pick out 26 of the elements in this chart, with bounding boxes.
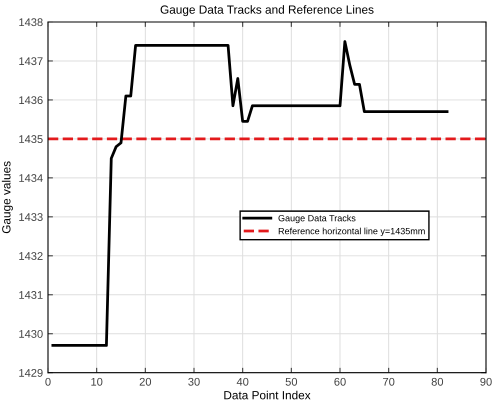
y-tick-label: 1432 (19, 252, 43, 260)
x-tick-label: 40 (236, 378, 248, 386)
chart-title: Gauge Data Tracks and Reference Lines (160, 5, 374, 16)
y-axis-title: Gauge values (2, 161, 13, 234)
legend-label: Reference horizontal line y=1435mm (278, 228, 425, 236)
legend-label: Gauge Data Tracks (278, 214, 356, 224)
x-tick-label: 80 (432, 378, 444, 386)
y-tick-label: 1438 (19, 18, 43, 26)
x-tick-label: 30 (188, 378, 200, 386)
x-tick-label: 50 (286, 378, 298, 386)
y-tick-label: 1437 (19, 57, 43, 66)
x-axis-title: Data Point Index (224, 390, 311, 400)
x-tick-label: 10 (91, 378, 102, 386)
y-tick-label: 1430 (19, 330, 43, 338)
y-tick-label: 1433 (19, 213, 43, 221)
x-tick-label: 0 (45, 378, 51, 386)
x-tick-label: 20 (140, 378, 152, 386)
line-series (51, 40, 448, 347)
x-tick-label: 70 (383, 378, 394, 386)
y-tick-label: 1431 (19, 291, 43, 299)
x-tick-label: 90 (480, 378, 492, 386)
y-tick-label: 1436 (19, 96, 43, 104)
x-tick-label: 60 (334, 378, 346, 386)
y-tick-label: 1429 (19, 368, 43, 377)
y-tick-label: 1434 (19, 174, 43, 182)
y-tick-label: 1435 (19, 135, 43, 144)
